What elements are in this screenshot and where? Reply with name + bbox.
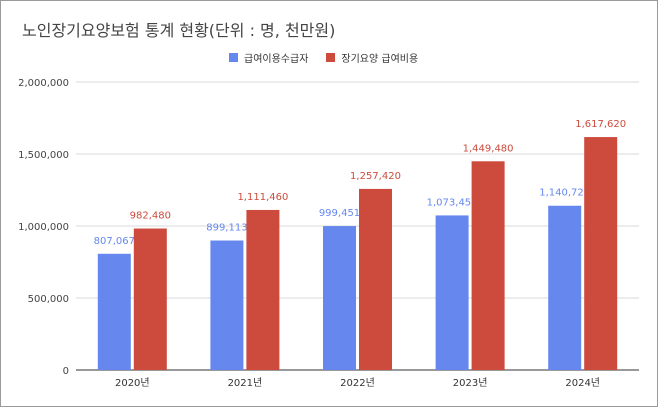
x-tick-label: 2021년: [228, 377, 263, 389]
bar: [435, 215, 469, 370]
data-label: 1,617,620: [575, 119, 626, 130]
x-tick-label: 2023년: [453, 377, 488, 389]
y-tick-label: 1,000,000: [18, 222, 69, 233]
data-label: 1,257,420: [350, 171, 401, 182]
data-label: 807,067: [94, 236, 135, 247]
bar: [210, 240, 244, 370]
data-label: 982,480: [130, 211, 171, 222]
legend-label: 장기요양 급여비용: [341, 54, 419, 65]
data-label: 999,451: [319, 208, 360, 219]
bar: [133, 228, 167, 370]
legend: 급여이용수급자 장기요양 급여비용: [229, 50, 418, 65]
legend-swatch: [229, 53, 238, 62]
legend-item-cost: 장기요양 급여비용: [326, 50, 418, 65]
bar: [359, 188, 392, 370]
legend-label: 급여이용수급자: [244, 54, 309, 65]
y-tick-label: 2,000,000: [18, 78, 69, 89]
x-tick-label: 2024년: [565, 377, 600, 389]
bar: [246, 209, 280, 370]
data-label: 1,140,725: [539, 188, 590, 199]
bar: [471, 161, 505, 370]
y-tick-label: 0: [63, 366, 69, 377]
bar: [97, 253, 131, 370]
legend-swatch: [326, 53, 336, 62]
data-label: 1,073,452: [427, 197, 478, 208]
data-label: 1,111,460: [237, 192, 288, 203]
bar: [584, 137, 618, 370]
data-label: 899,113: [206, 223, 247, 234]
y-tick-label: 500,000: [28, 294, 69, 305]
data-label: 1,449,480: [463, 143, 514, 154]
bar: [323, 226, 356, 370]
chart-title: 노인장기요양보험 통계 현황(단위 : 명, 천만원): [22, 21, 336, 40]
bar: [548, 205, 582, 370]
y-tick-label: 1,500,000: [18, 150, 69, 161]
legend-item-recipients: 급여이용수급자: [229, 50, 308, 65]
x-tick-label: 2022년: [340, 377, 375, 389]
x-tick-label: 2020년: [115, 377, 150, 389]
